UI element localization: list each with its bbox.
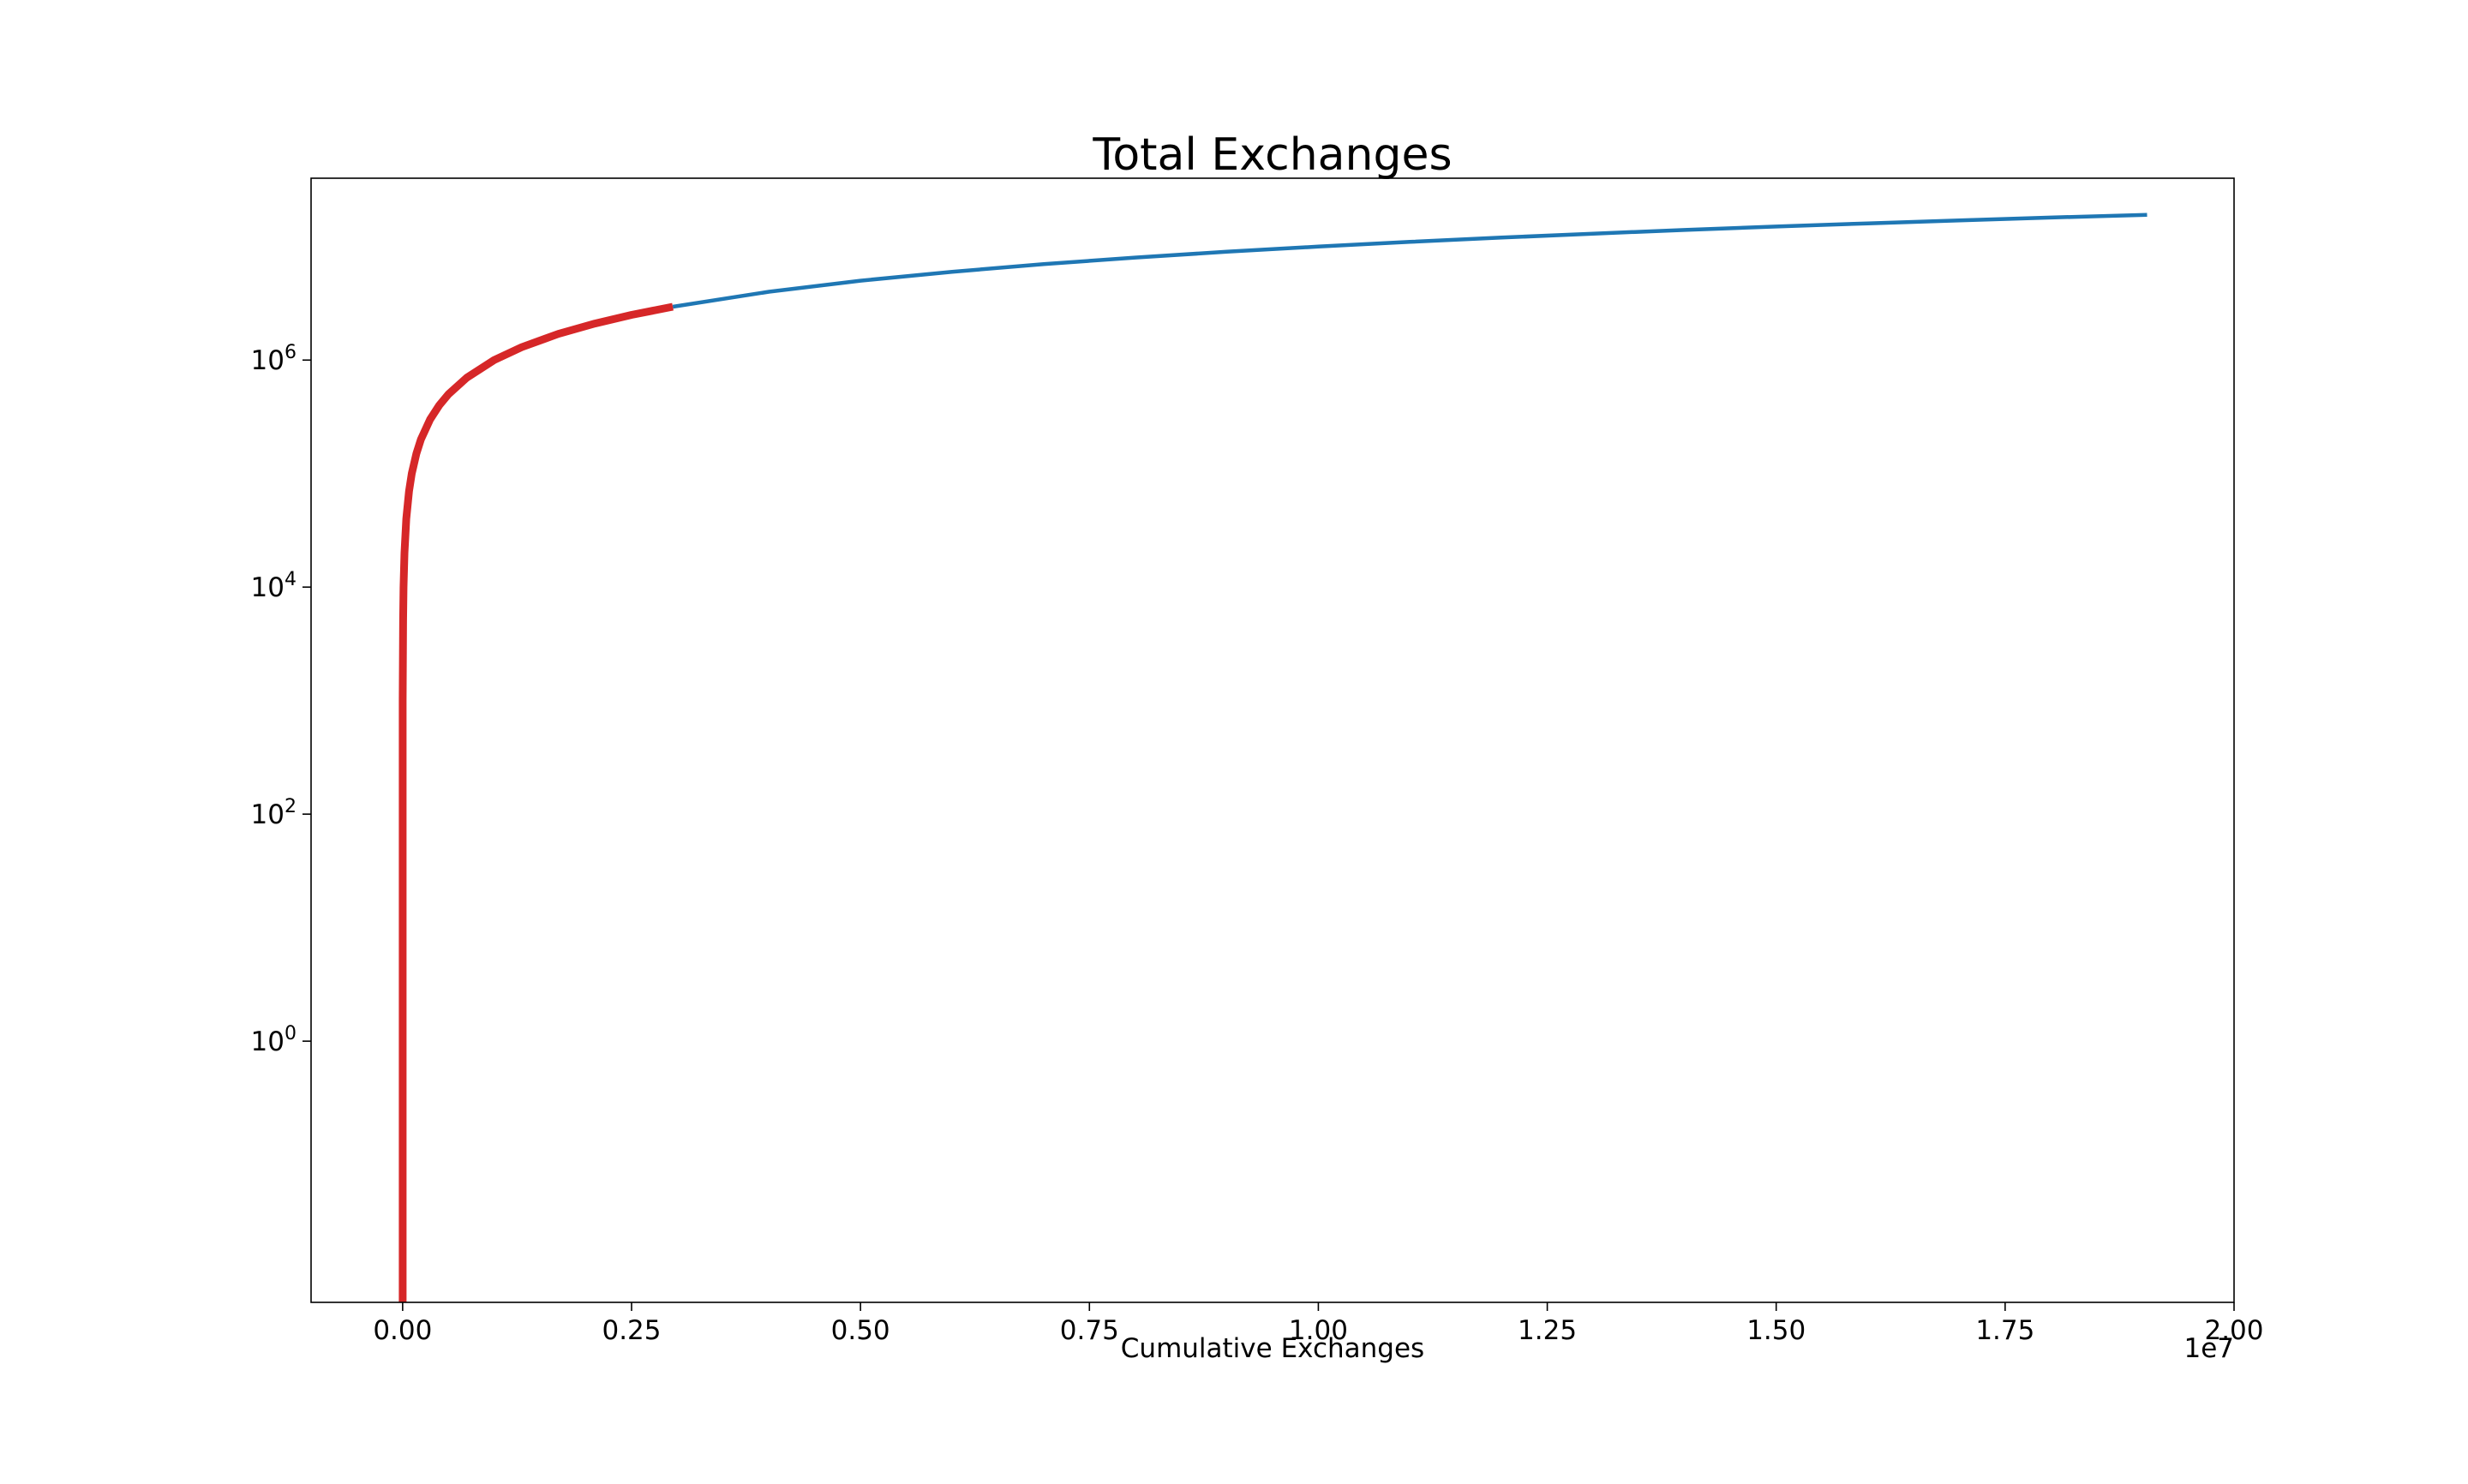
x-axis-offset-label: 1e7 — [2183, 1333, 2234, 1364]
x-tick-label: 0.75 — [1060, 1315, 1119, 1346]
x-tick-label: 1.75 — [1975, 1315, 2034, 1346]
y-tick-label: 106 — [251, 342, 297, 376]
y-tick-label: 100 — [251, 1023, 297, 1057]
x-axis-ticks: 0.00 0.25 0.50 0.75 1.00 1.25 1.50 1.75 2.00 — [373, 1302, 2264, 1346]
y-tick-exponent: 2 — [285, 796, 297, 817]
chart-title: Total Exchanges — [1092, 129, 1452, 181]
x-tick-label: 1.25 — [1518, 1315, 1577, 1346]
y-tick-exponent: 0 — [285, 1023, 297, 1044]
y-tick-exponent: 6 — [285, 342, 297, 363]
y-tick-base: 10 — [251, 572, 285, 603]
y-tick-base: 10 — [251, 345, 285, 376]
y-tick-base: 10 — [251, 799, 285, 830]
plot-frame — [310, 177, 2235, 1303]
y-tick-base: 10 — [251, 1026, 285, 1057]
y-tick-label: 104 — [251, 569, 297, 603]
x-tick-label: 0.00 — [373, 1315, 432, 1346]
series-layer — [398, 212, 2148, 1302]
y-tick-exponent: 4 — [285, 569, 297, 590]
series-line-2 — [398, 302, 674, 1302]
x-tick-label: 0.50 — [831, 1315, 890, 1346]
x-tick-label: 1.50 — [1746, 1315, 1806, 1346]
x-tick-label: 1.00 — [1289, 1315, 1348, 1346]
x-axis-label: Cumulative Exchanges — [1121, 1333, 1424, 1364]
x-tick-label: 2.00 — [2204, 1315, 2263, 1346]
y-tick-label: 102 — [251, 796, 297, 830]
x-tick-label: 0.25 — [602, 1315, 661, 1346]
series-line-1 — [672, 212, 2148, 309]
